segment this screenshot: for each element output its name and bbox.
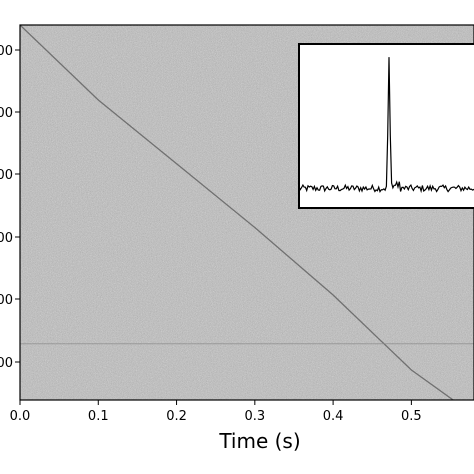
y-tick-label: 00 [0, 44, 13, 59]
x-axis-ticks: 0.0 0.1 0.2 0.3 0.4 0.5 [10, 400, 422, 424]
inset-frame [298, 43, 474, 209]
y-tick-label: 00 [0, 293, 13, 308]
x-tick-label: 0.5 [401, 409, 422, 424]
y-axis-ticks: 00 00 00 00 00 00 [0, 44, 20, 371]
inset-plot [298, 43, 474, 209]
inset-pulse-profile-line [298, 57, 474, 194]
x-tick-label: 0.3 [244, 409, 265, 424]
y-tick-label: 00 [0, 168, 13, 183]
x-tick-label: 0.0 [10, 409, 31, 424]
y-tick-label: 00 [0, 356, 13, 371]
plot-frame [19, 24, 474, 401]
y-tick-label: 00 [0, 231, 13, 246]
y-tick-label: 00 [0, 106, 13, 121]
x-tick-label: 0.4 [323, 409, 344, 424]
dispersion-track [20, 25, 455, 400]
x-tick-label: 0.2 [166, 409, 187, 424]
x-tick-label: 0.1 [88, 409, 109, 424]
x-axis-label: Time (s) [218, 429, 300, 453]
track-layer [20, 25, 474, 400]
